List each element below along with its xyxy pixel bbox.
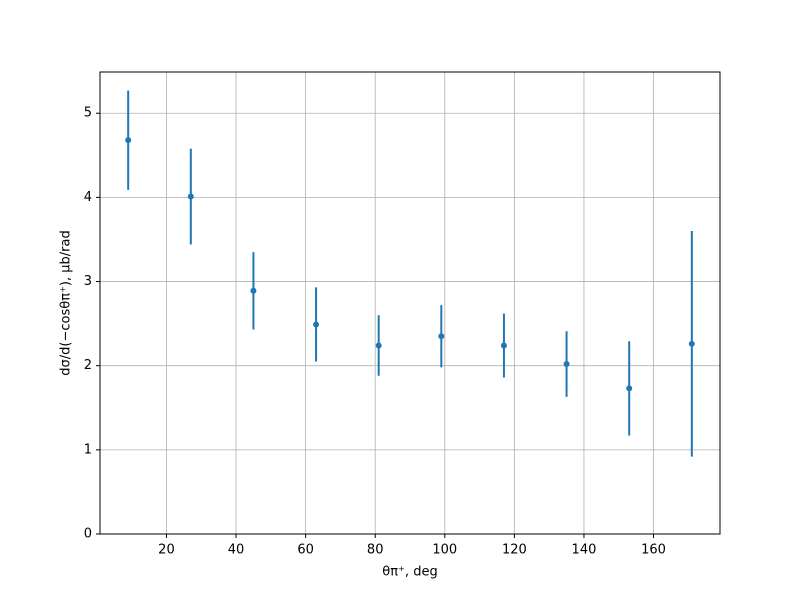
y-tick-label: 1 (84, 442, 92, 457)
x-tick-label: 100 (432, 543, 457, 558)
x-tick-label: 80 (367, 543, 384, 558)
x-tick-label: 60 (297, 543, 314, 558)
data-point (375, 342, 382, 349)
data-point (187, 193, 194, 200)
data-point (626, 385, 633, 392)
x-tick-label: 20 (158, 543, 175, 558)
x-axis-label: θπ⁺, deg (382, 565, 437, 580)
data-point (250, 287, 257, 294)
y-tick-label: 2 (84, 358, 92, 373)
y-tick-label: 3 (84, 274, 92, 289)
y-tick-label: 0 (84, 527, 92, 542)
data-point (563, 361, 570, 368)
data-point (313, 321, 320, 328)
y-axis-label: dσ/d(−cosθπ⁺), μb/rad (59, 230, 74, 375)
y-tick-label: 4 (84, 190, 92, 205)
data-point (688, 340, 695, 347)
data-point (438, 333, 445, 340)
x-tick-label: 160 (641, 543, 666, 558)
x-tick-label: 140 (572, 543, 597, 558)
x-tick-label: 40 (228, 543, 245, 558)
plot-frame (99, 71, 721, 535)
data-point (500, 342, 507, 349)
x-tick-label: 120 (502, 543, 527, 558)
data-point (125, 137, 132, 144)
y-tick-label: 5 (84, 106, 92, 121)
